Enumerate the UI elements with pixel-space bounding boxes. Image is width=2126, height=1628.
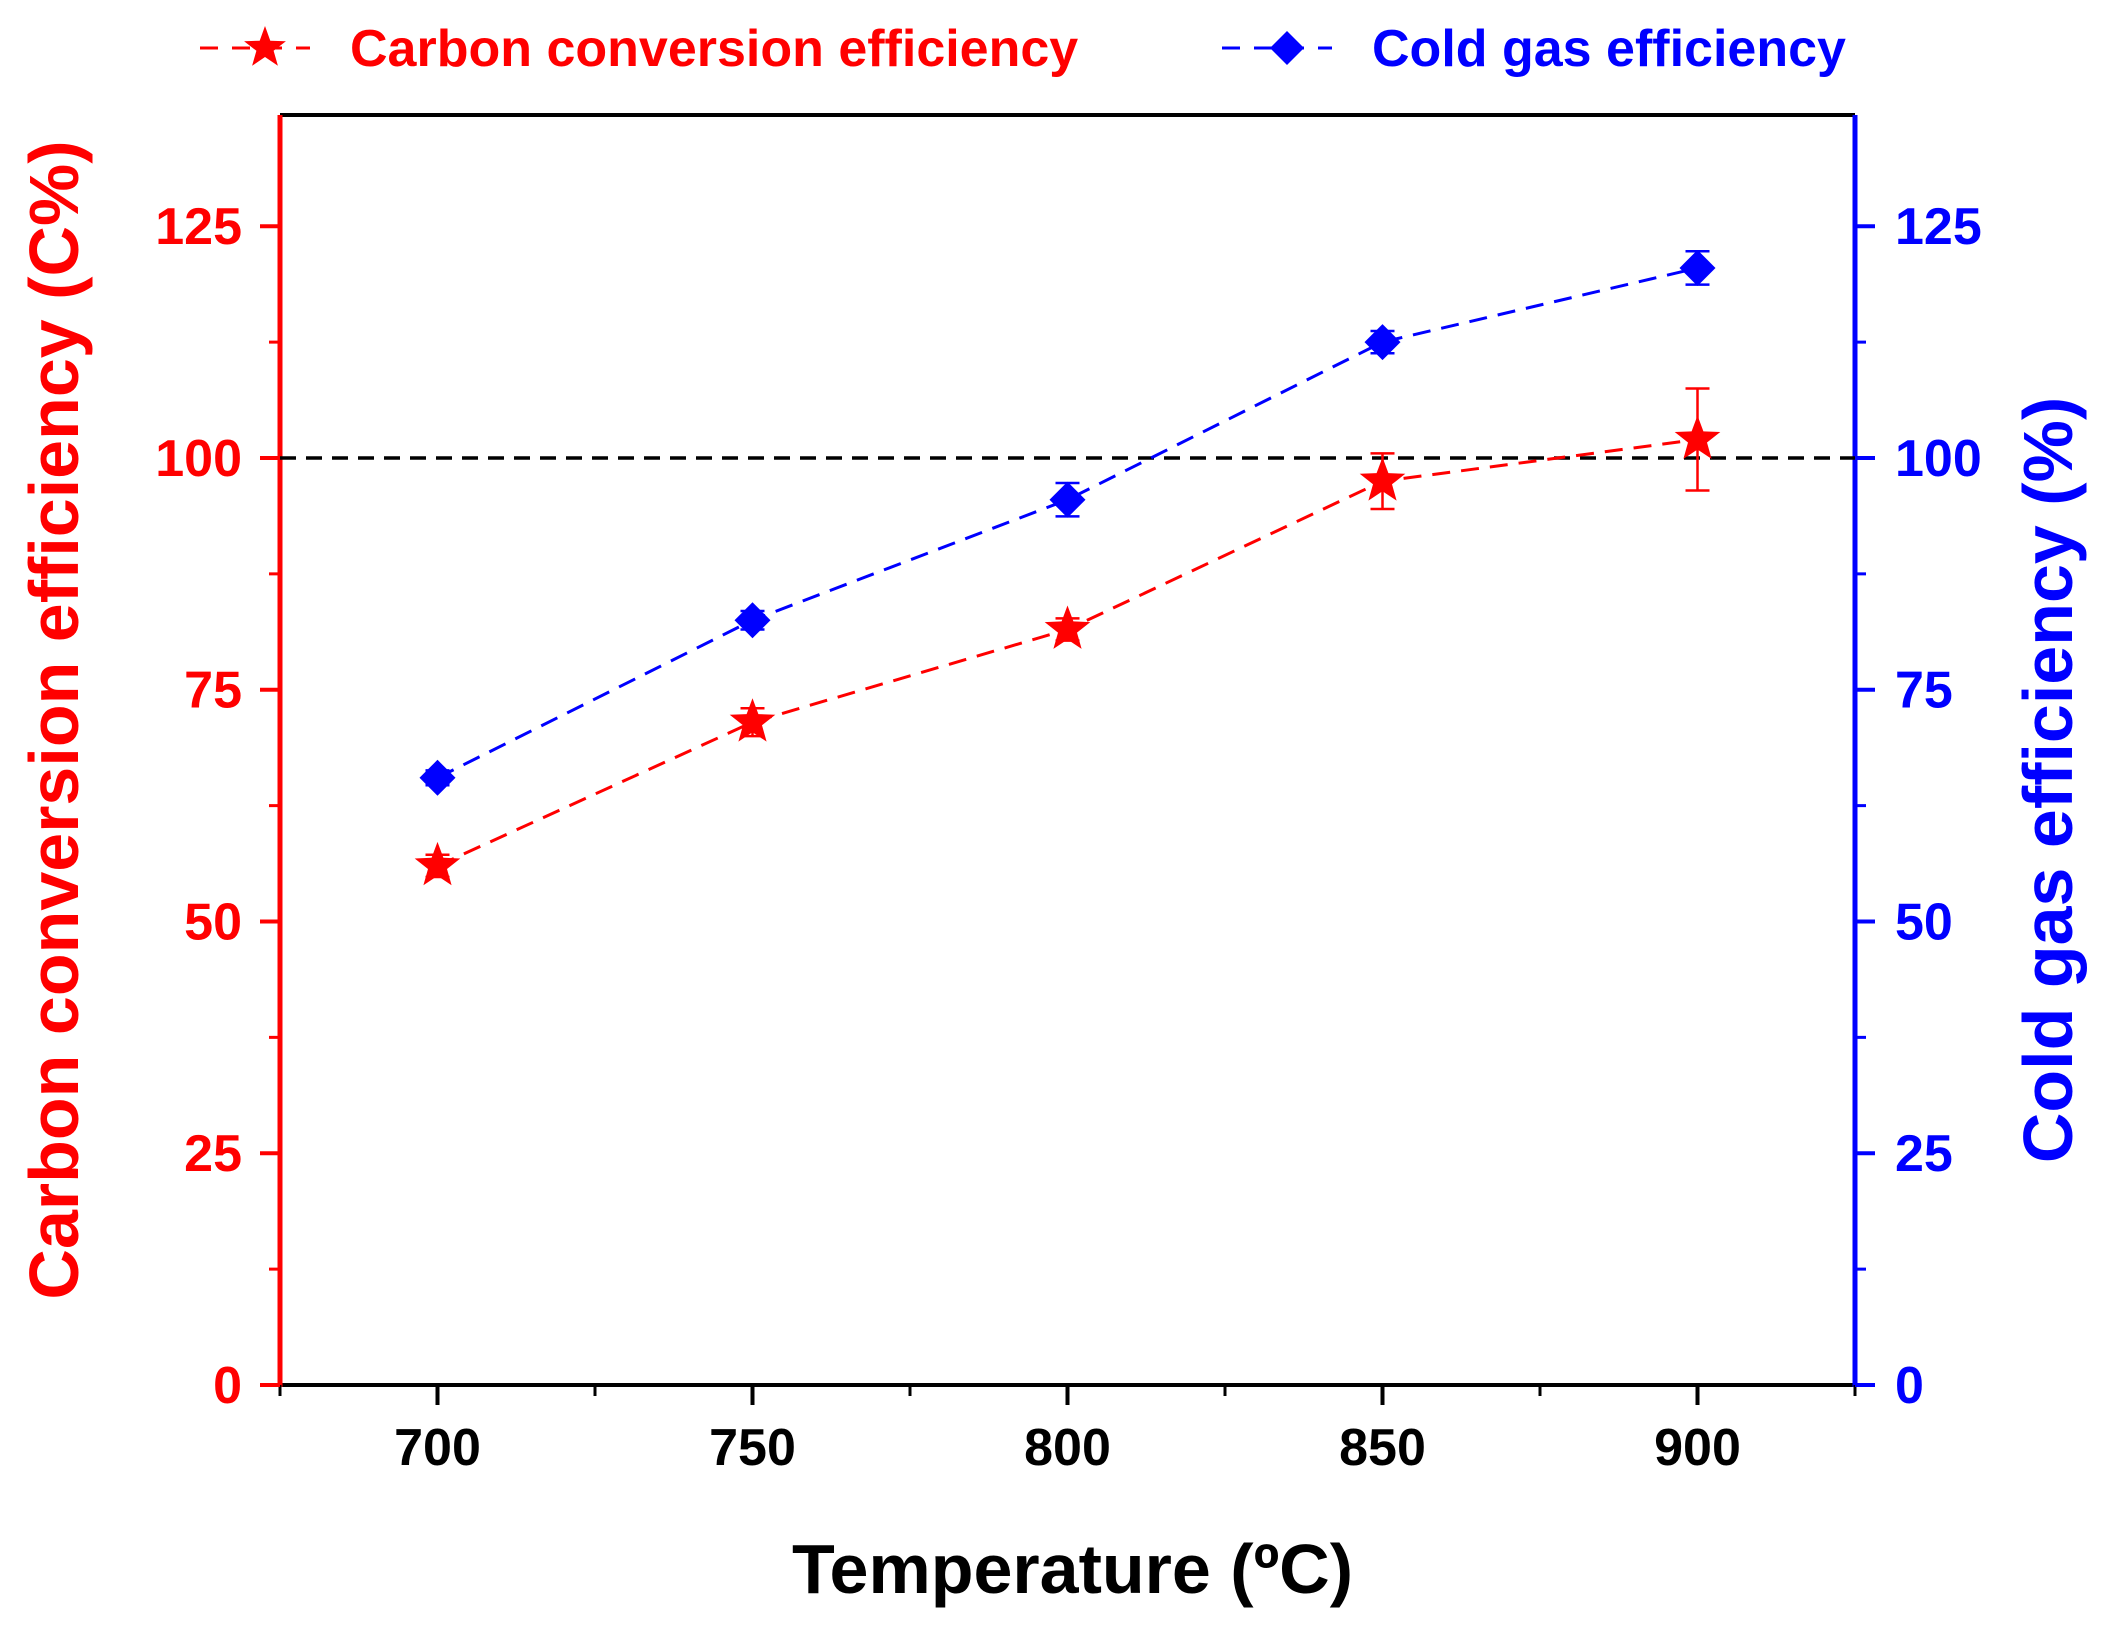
y-right-tick-label: 75 — [1895, 662, 1953, 720]
data-point-diamond — [1364, 324, 1401, 361]
x-tick-label: 900 — [1654, 1419, 1741, 1477]
data-point-diamond — [1049, 481, 1086, 518]
y-right-tick-label: 125 — [1895, 198, 1982, 256]
x-axis-title: Temperature (ºC) — [792, 1530, 1353, 1608]
data-point-diamond — [734, 602, 771, 639]
data-point-diamond — [419, 759, 456, 796]
legend-diamond-marker — [1270, 31, 1304, 65]
y-left-tick-label: 25 — [184, 1125, 242, 1183]
y-right-tick-label: 50 — [1895, 893, 1953, 951]
series-layer — [414, 249, 1721, 886]
y-right-tick-label: 100 — [1895, 430, 1982, 488]
y-right-tick-label: 0 — [1895, 1357, 1924, 1415]
y-axis-left-title: Carbon conversion efficiency (C%) — [15, 140, 93, 1299]
legend-label: Carbon conversion efficiency — [350, 20, 1078, 78]
data-point-star — [1359, 457, 1406, 501]
data-point-star — [1674, 415, 1721, 459]
y-left-tick-label: 100 — [155, 430, 242, 488]
data-point-star — [414, 841, 461, 886]
y-left-tick-label: 125 — [155, 198, 242, 256]
y-left-tick-label: 75 — [184, 662, 242, 720]
y-left-tick-label: 50 — [184, 893, 242, 951]
legend: Carbon conversion efficiency Cold gas eff… — [200, 20, 1846, 78]
data-point-star — [1044, 605, 1091, 649]
legend-star-marker — [244, 26, 286, 66]
x-tick-label: 700 — [394, 1419, 481, 1477]
y-axis-right-title: Cold gas efficiency (%) — [2009, 397, 2087, 1163]
legend-label: Cold gas efficiency — [1372, 20, 1846, 78]
y-left-tick-label: 0 — [213, 1357, 242, 1415]
y-right-tick-label: 25 — [1895, 1125, 1953, 1183]
x-tick-label: 750 — [709, 1419, 796, 1477]
plot-frame — [277, 113, 1858, 1387]
data-point-star — [729, 698, 776, 742]
x-tick-label: 800 — [1024, 1419, 1111, 1477]
x-tick-label: 850 — [1339, 1419, 1426, 1477]
series-line — [436, 266, 1698, 780]
data-point-diamond — [1679, 249, 1716, 286]
ticks-layer: 700 750 800 850 900 0 25 50 75 100 125 0 25 50 75 100 12… — [155, 198, 1982, 1477]
